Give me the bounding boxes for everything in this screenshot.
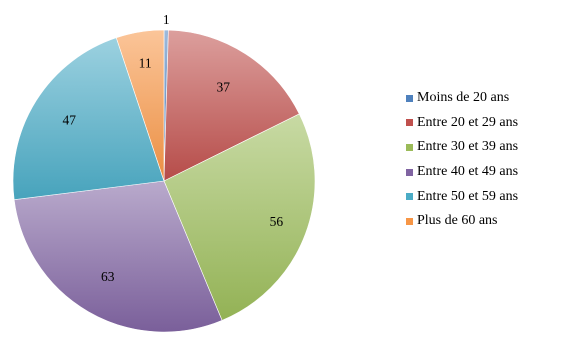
pie-slice-entre-20-et-29-ans [163, 29, 300, 182]
legend-label: Moins de 20 ans [417, 90, 510, 106]
data-label-moins-de-20-ans: 1 [163, 12, 170, 27]
legend-swatch [406, 168, 413, 176]
pie-slice-entre-50-et-59-ans [12, 37, 165, 201]
data-label-entre-20-et-29-ans: 37 [217, 79, 231, 94]
legend-item-entre-20-et-29-ans: Entre 20 et 29 ans [406, 111, 518, 136]
data-label-plus-de-60-ans: 11 [139, 56, 152, 71]
legend-label: Entre 20 et 29 ans [417, 114, 519, 130]
legend-label: Entre 30 et 39 ans [417, 139, 519, 155]
legend: Moins de 20 ans Entre 20 et 29 ans Entre 3… [406, 86, 518, 234]
legend-item-entre-40-et-49-ans: Entre 40 et 49 ans [406, 160, 518, 185]
legend-label: Entre 40 et 49 ans [417, 164, 519, 180]
data-label-entre-30-et-39-ans: 56 [270, 214, 284, 229]
pie-slice-entre-30-et-39-ans [163, 113, 316, 321]
data-label-entre-40-et-49-ans: 63 [101, 269, 115, 284]
legend-swatch [406, 119, 413, 127]
legend-swatch [406, 193, 413, 201]
legend-item-plus-de-60-ans: Plus de 60 ans [406, 209, 518, 234]
legend-item-moins-de-20-ans: Moins de 20 ans [406, 86, 518, 111]
legend-swatch [406, 217, 413, 225]
legend-item-entre-30-et-39-ans: Entre 30 et 39 ans [406, 135, 518, 160]
legend-label: Plus de 60 ans [417, 213, 498, 229]
legend-swatch [406, 94, 413, 102]
data-label-entre-50-et-59-ans: 47 [63, 112, 77, 127]
pie-slices [12, 29, 316, 333]
pie-slice-plus-de-60-ans [115, 29, 165, 182]
pie-slice-entre-40-et-49-ans [13, 180, 223, 333]
legend-swatch [406, 143, 413, 151]
legend-label: Entre 50 et 59 ans [417, 188, 519, 204]
legend-item-entre-50-et-59-ans: Entre 50 et 59 ans [406, 184, 518, 209]
pie-data-labels: 1 37 56 63 47 11 [63, 12, 284, 284]
